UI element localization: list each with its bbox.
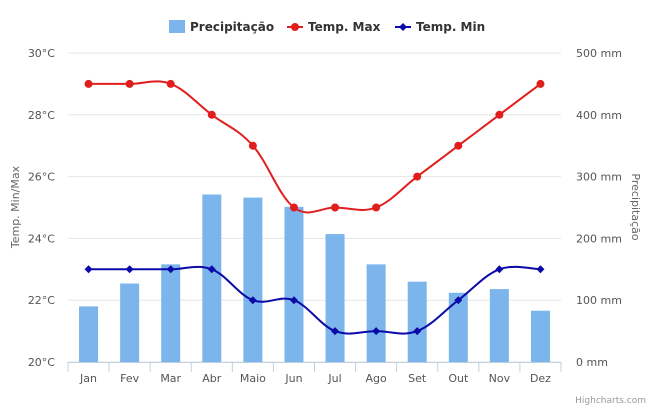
legend[interactable]: Precipitação Temp. Max Temp. Min (169, 20, 485, 34)
y-left-tick-label: 30°C (28, 47, 55, 60)
legend-swatch-precipitation (169, 20, 185, 33)
temp-min-marker (413, 327, 422, 336)
credits-text[interactable]: Highcharts.com (575, 396, 646, 406)
precipitation-bar (448, 292, 468, 362)
temp-min-marker (289, 296, 298, 305)
precipitation-bar (243, 197, 263, 362)
x-tick-label: Mar (160, 372, 181, 385)
temp-max-marker (166, 79, 175, 88)
x-tick-label: Jun (284, 372, 302, 385)
temp-max-marker (289, 203, 298, 212)
precipitation-bar (284, 206, 304, 362)
y-left-tick-label: 26°C (28, 171, 55, 184)
series-line-temp-max (88, 80, 542, 214)
x-tick-label: Nov (489, 372, 511, 385)
temp-min-marker (372, 327, 381, 336)
y-left-tick-label: 24°C (28, 232, 55, 245)
temp-min-marker (248, 296, 257, 305)
temp-min-marker (125, 265, 134, 274)
temp-max-marker (454, 141, 463, 150)
x-tick-label: Ago (366, 372, 388, 385)
temp-max-marker (125, 79, 134, 88)
temp-min-marker (331, 327, 340, 336)
temp-min-marker (207, 265, 216, 274)
x-tick-label: Fev (120, 372, 139, 385)
precipitation-bar (366, 264, 386, 362)
temp-max-marker (207, 110, 216, 119)
y-right-tick-label: 200 mm (576, 232, 622, 245)
x-tick-label: Abr (202, 372, 222, 385)
temp-max-marker (248, 141, 257, 150)
axes: 20°C 22°C 24°C 26°C 28°C 30°C 0 mm 100 mm 200 mm… (28, 47, 622, 385)
precipitation-bars (79, 194, 550, 362)
y-right-tick-label: 500 mm (576, 47, 622, 60)
temp-max-marker (372, 203, 381, 212)
legend-item-label: Temp. Max (308, 20, 381, 34)
temp-max-marker (536, 79, 545, 88)
precipitation-bar (407, 281, 427, 362)
y-axis-right-title: Precipitação (629, 173, 642, 240)
x-tick-label: Set (408, 372, 427, 385)
y-right-tick-label: 300 mm (576, 171, 622, 184)
legend-item-label: Precipitação (190, 20, 274, 34)
temp-max-marker (413, 172, 422, 181)
legend-item-label: Temp. Min (416, 20, 485, 34)
temp-min-marker (536, 265, 545, 274)
temp-max-marker (495, 110, 504, 119)
y-left-tick-label: 22°C (28, 294, 55, 307)
precipitation-bar (79, 306, 99, 362)
x-tick-label: Maio (240, 372, 266, 385)
precipitation-bar (325, 234, 345, 362)
temp-min-marker (166, 265, 175, 274)
y-right-tick-label: 0 mm (576, 356, 608, 369)
precipitation-bar (489, 289, 509, 362)
temp-min-marker (84, 265, 93, 274)
legend-marker-circle (291, 23, 299, 31)
temp-min-marker (495, 265, 504, 274)
temp-max-marker (331, 203, 340, 212)
precipitation-bar (120, 283, 140, 362)
x-tick-label: Jul (327, 372, 341, 385)
temp-min-marker (454, 296, 463, 305)
x-tick-label: Dez (530, 372, 551, 385)
precipitation-bar (202, 194, 222, 362)
temp-max-marker (84, 79, 93, 88)
y-left-tick-label: 20°C (28, 356, 55, 369)
y-axis-left-title: Temp. Min/Max (9, 165, 22, 249)
temperature-lines (84, 79, 545, 336)
legend-marker-diamond (399, 23, 407, 31)
x-tick-label: Out (448, 372, 469, 385)
y-right-tick-label: 100 mm (576, 294, 622, 307)
y-right-tick-label: 400 mm (576, 109, 622, 122)
precipitation-bar (161, 264, 181, 362)
x-tick-label: Jan (79, 372, 97, 385)
y-left-tick-label: 28°C (28, 109, 55, 122)
precipitation-bar (530, 310, 550, 362)
